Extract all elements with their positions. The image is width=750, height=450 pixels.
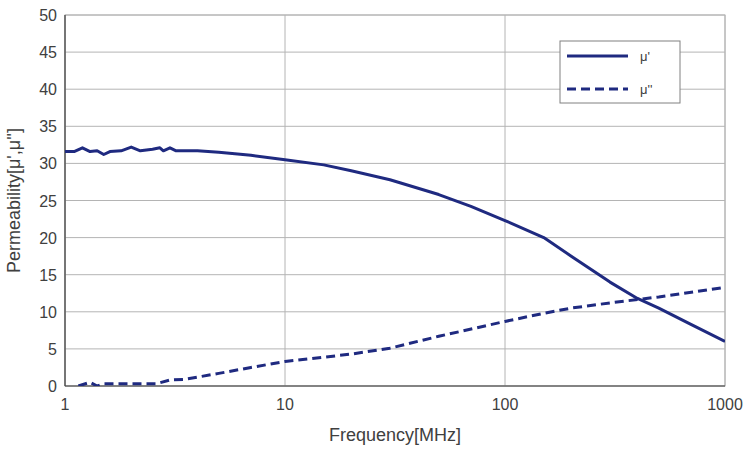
plot-area	[65, 147, 725, 386]
series-line	[78, 287, 725, 386]
x-axis-line	[65, 385, 725, 386]
legend-label: μ'	[640, 49, 650, 64]
x-tick-label: 10	[276, 396, 294, 413]
y-tick-label: 15	[39, 267, 57, 284]
grid	[65, 15, 725, 386]
y-grid-line	[65, 163, 725, 164]
y-grid-line	[65, 89, 725, 90]
y-tick-label: 35	[39, 118, 57, 135]
legend-label: μ''	[640, 82, 652, 97]
x-grid-line	[285, 15, 286, 386]
x-tick-label: 100	[492, 396, 519, 413]
y-grid-line	[65, 348, 725, 349]
y-tick-label: 45	[39, 44, 57, 61]
y-tick-label: 25	[39, 193, 57, 210]
y-tick-label: 50	[39, 7, 57, 24]
x-tick-label: 1000	[707, 396, 743, 413]
y-grid-line	[65, 386, 725, 387]
y-tick-label: 10	[39, 304, 57, 321]
x-grid-line	[505, 15, 506, 386]
y-tick-label: 0	[48, 378, 57, 395]
legend-swatch	[567, 88, 628, 91]
y-axis-label: Permeability[μ',μ'']	[4, 128, 24, 273]
y-grid-line	[65, 200, 725, 201]
y-tick-label: 5	[48, 341, 57, 358]
y-tick-label: 30	[39, 155, 57, 172]
legend-swatch	[567, 55, 628, 58]
x-tick-label: 1	[61, 396, 70, 413]
series-line	[65, 147, 725, 341]
y-grid-line	[65, 274, 725, 275]
y-tick-label: 40	[39, 81, 57, 98]
x-grid-line	[65, 15, 66, 386]
plot-frame	[65, 15, 725, 386]
legend: μ' μ''	[560, 41, 680, 103]
chart: 0 5 10 15 20 25 30 35 40 45 50 1 10 100 1000 Frequency[…	[0, 0, 750, 450]
y-grid-line	[65, 311, 725, 312]
y-axis-line	[64, 15, 65, 386]
y-grid-line	[65, 237, 725, 238]
x-axis-label: Frequency[MHz]	[329, 425, 461, 445]
y-tick-label: 20	[39, 230, 57, 247]
y-grid-line	[65, 126, 725, 127]
legend-box	[560, 41, 680, 103]
